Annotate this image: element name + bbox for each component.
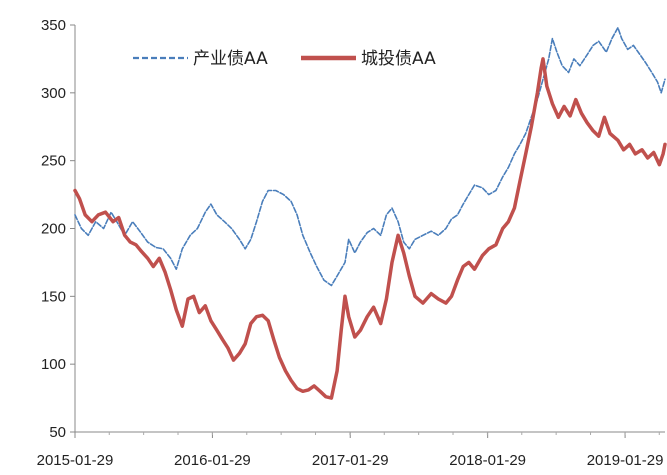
legend-label-chengtou-aa: 城投债AA [361, 49, 436, 69]
legend: 产业债AA 城投债AA [133, 49, 436, 69]
y-tick-label: 100 [41, 356, 66, 373]
y-tick-label: 200 [41, 221, 66, 238]
y-tick-label: 150 [41, 288, 66, 305]
y-tick-label: 50 [49, 424, 66, 441]
y-tick-label: 300 [41, 85, 66, 102]
x-tick-label: 2019-01-29 [587, 452, 664, 469]
series-layer [73, 26, 667, 400]
x-tick-label: 2016-01-29 [174, 452, 251, 469]
axes: 50 100 150 200 250 300 350 2015-01-29 2016-01-29… [37, 17, 665, 469]
x-tick-label: 2015-01-29 [37, 452, 114, 469]
series-line-chengtou-aa [73, 57, 667, 400]
y-tick-label: 350 [41, 17, 66, 34]
series-line-industrial-aa [74, 26, 666, 287]
legend-label-industrial-aa: 产业债AA [193, 49, 268, 69]
x-tick-label: 2018-01-29 [449, 452, 526, 469]
x-tick-label: 2017-01-29 [312, 452, 389, 469]
y-tick-label: 250 [41, 153, 66, 170]
